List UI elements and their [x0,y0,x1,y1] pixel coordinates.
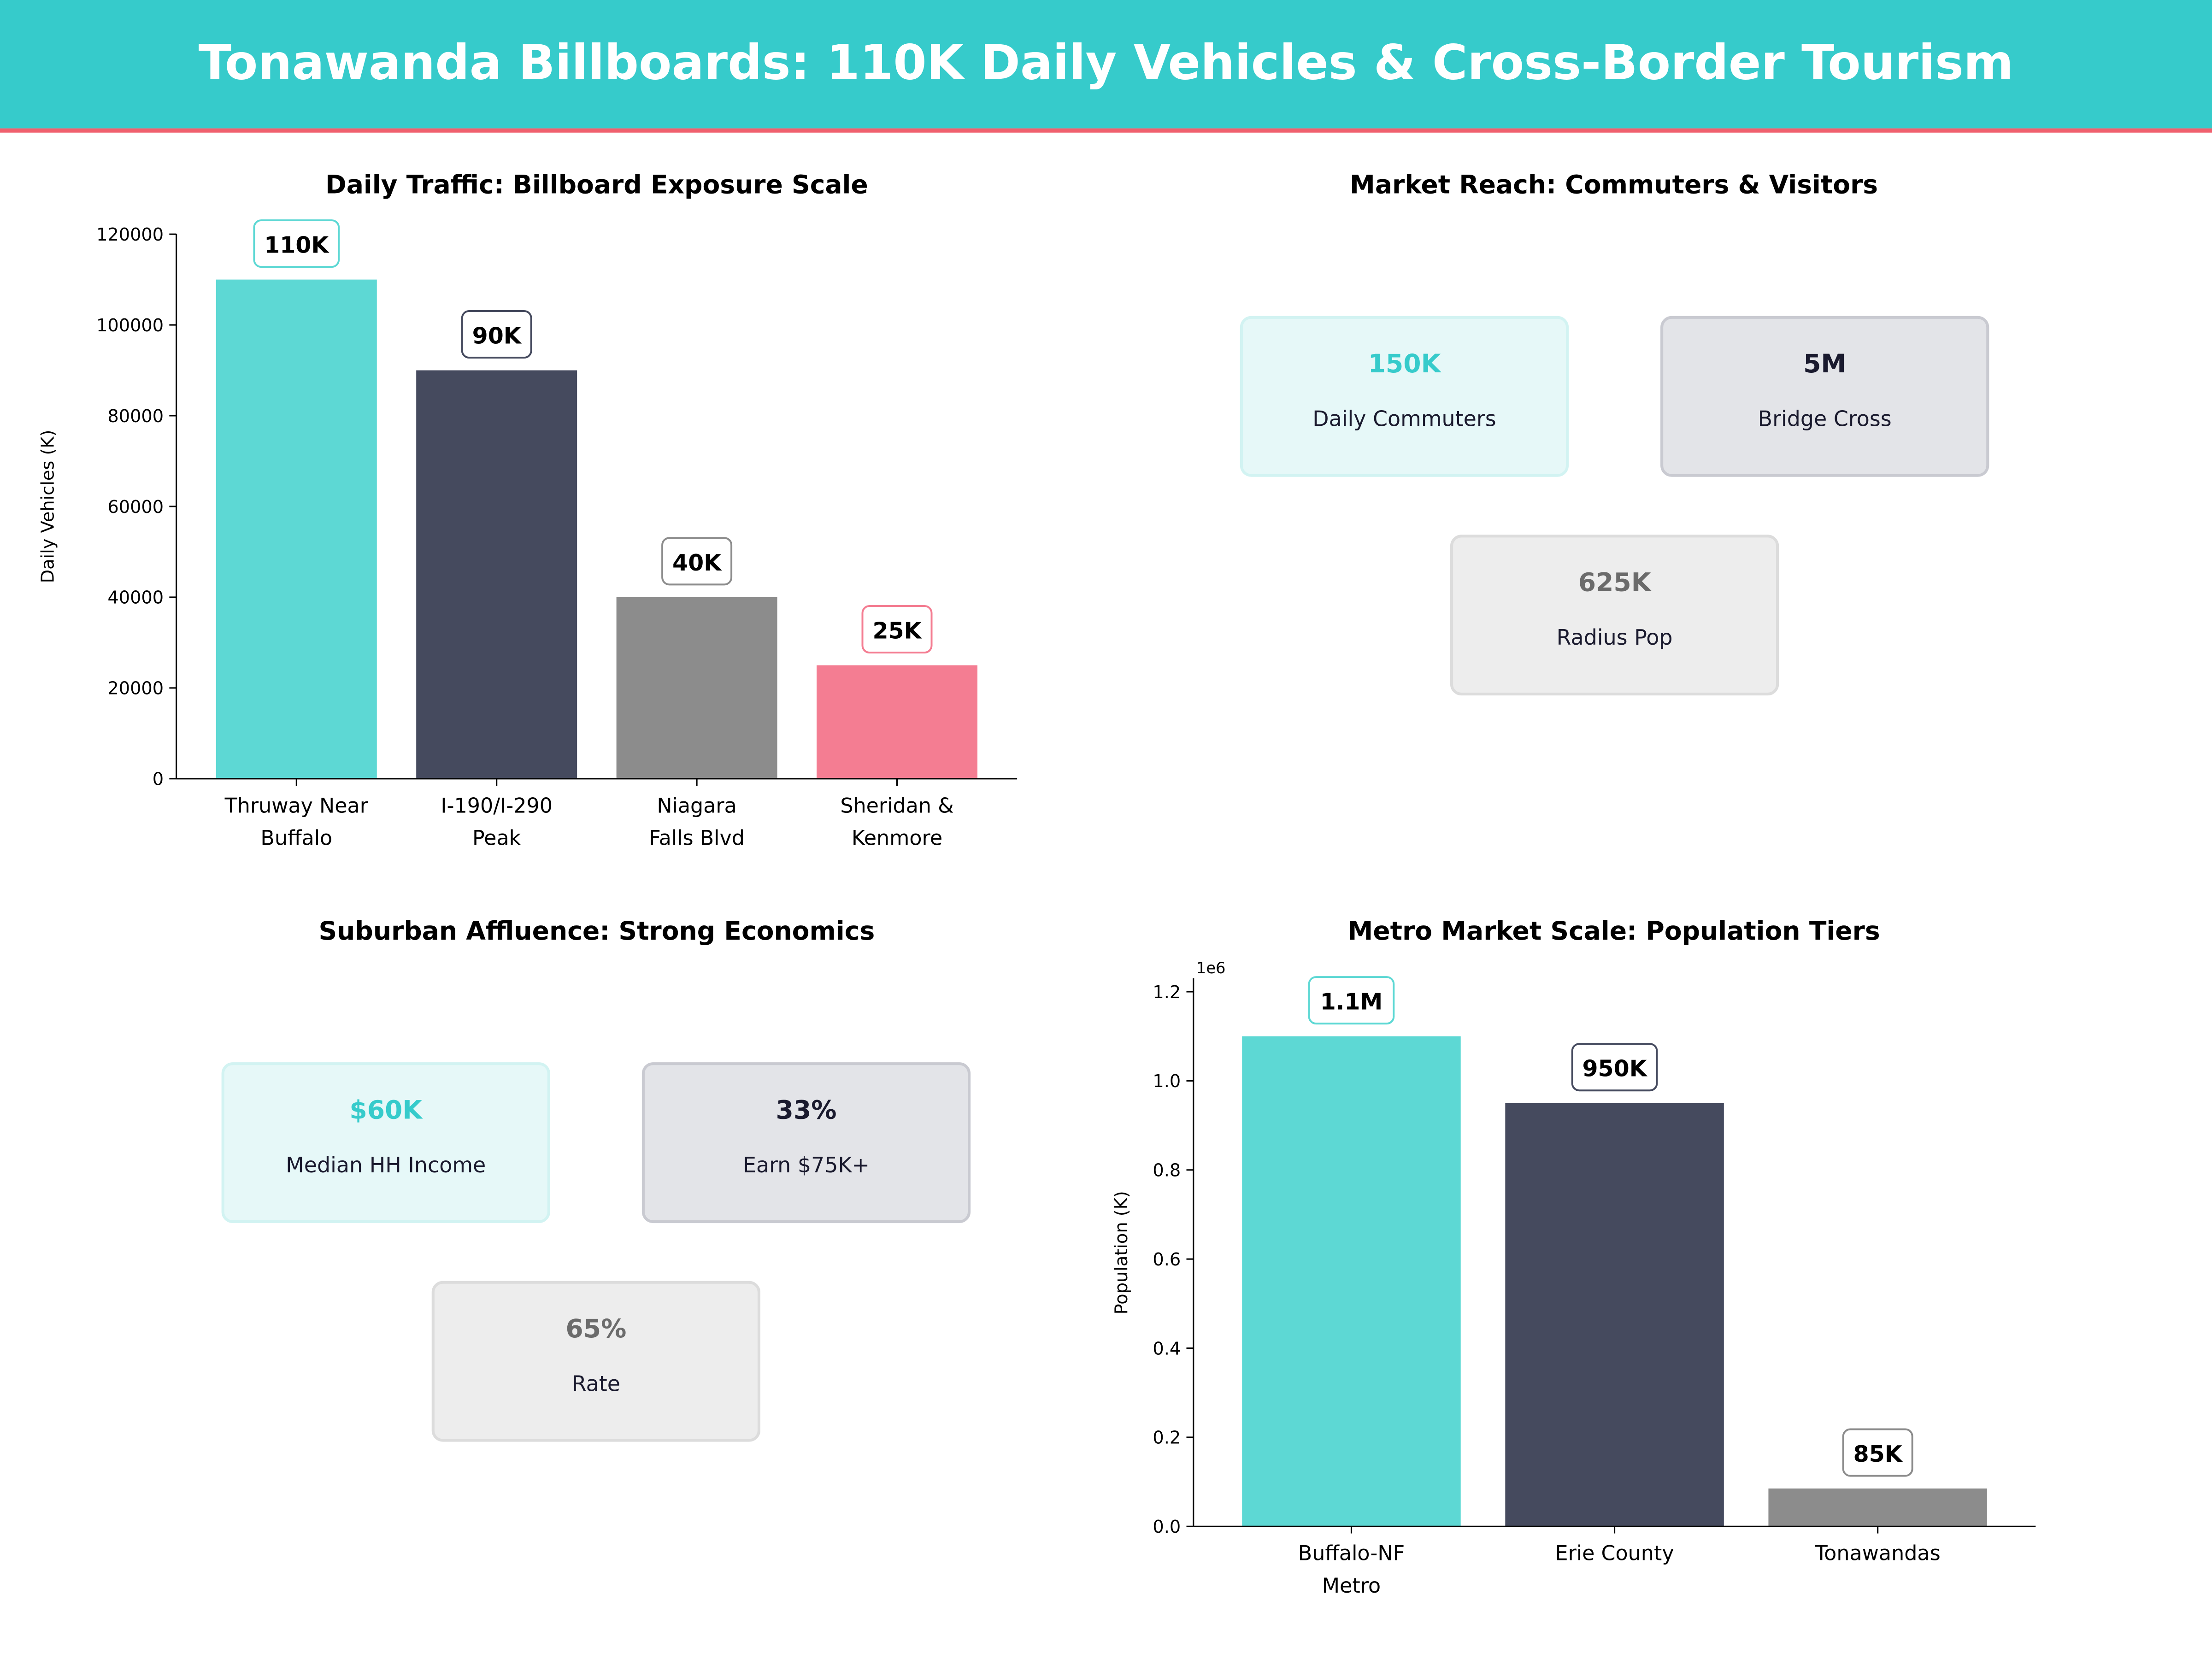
x-tick-label: Buffalo-NF [1298,1542,1405,1565]
affluence-title: Suburban Affluence: Strong Economics [319,916,875,946]
kpi-card [221,1062,550,1224]
data-label: 85K [1853,1441,1903,1467]
kpi-card [431,1281,760,1442]
kpi-value: $60K [349,1095,423,1125]
header-bar [0,0,2212,129]
data-label-box [861,605,933,654]
x-tick-label: I-190/I-290 [441,794,553,818]
x-tick-label: Sheridan & [840,794,953,818]
kpi-label: Daily Commuters [1312,406,1496,431]
traffic-chart: 0 20000 40000 60000 80000 100000 120000 110K Thr… [96,219,1018,850]
data-label: 110K [264,232,329,258]
data-label: 950K [1582,1056,1647,1082]
data-label: 90K [472,323,522,349]
bar [1505,1103,1724,1527]
population-chart-title: Metro Market Scale: Population Tiers [1347,916,1880,946]
data-label: 1.1M [1320,989,1382,1015]
y-tick-label: 20000 [107,678,164,699]
data-label-box [253,219,340,268]
kpi-label: Median HH Income [286,1153,486,1177]
x-tick-label: Falls Blvd [649,827,745,850]
kpi-value: 33% [776,1095,837,1125]
traffic-chart-title: Daily Traffic: Billboard Exposure Scale [325,170,868,199]
data-label: 40K [672,550,722,576]
kpi-card [1240,316,1569,477]
x-tick-label: Peak [472,827,521,850]
y-tick-label: 0 [153,769,164,790]
data-label: 25K [872,618,922,644]
y-tick-label: 1.2 [1153,982,1181,1003]
kpi-label: Bridge Cross [1758,406,1892,431]
kpi-card [641,1062,971,1224]
x-tick-label: Tonawandas [1815,1542,1941,1565]
kpi-value: 150K [1368,349,1442,378]
bar [817,665,977,779]
bar [216,279,377,779]
y-tick-label: 60000 [107,497,164,518]
y-tick-label: 0.0 [1153,1517,1181,1537]
bar [416,370,577,779]
y-tick-label: 120000 [96,224,164,245]
kpi-label: Radius Pop [1557,625,1673,650]
data-label-box [661,537,733,586]
x-tick-label: Buffalo [260,827,332,850]
data-label-box [1571,1043,1658,1092]
kpi-value: 625K [1578,568,1652,597]
x-tick-label: Thruway Near [224,794,369,818]
y-tick-label: 40000 [107,588,164,608]
market-reach-cards: 150K Daily Commuters 5M Bridge Cross 625K Rad… [1240,316,1989,696]
kpi-card [1450,535,1779,696]
data-label-box [461,310,532,359]
y-tick-label: 80000 [107,406,164,427]
header-accent-line [0,128,2212,133]
y-tick-label: 0.2 [1153,1428,1181,1448]
population-offset-text: 1e6 [1196,959,1226,977]
y-tick-label: 1.0 [1153,1071,1181,1092]
population-y-label: Population (K) [1111,1191,1132,1314]
y-tick-label: 100000 [96,315,164,336]
bar [1242,1036,1461,1527]
kpi-label: Rate [572,1371,620,1396]
population-chart: 0.0 0.2 0.4 0.6 0.8 1.0 1.2 1.1M Buffalo-NF Metro… [1153,976,2036,1598]
kpi-value: 65% [565,1314,626,1343]
x-tick-label: Niagara [657,794,737,818]
kpi-label: Earn $75K+ [743,1153,870,1177]
kpi-card [1660,316,1989,477]
page-title: Tonawanda Billboards: 110K Daily Vehicle… [199,34,2014,90]
market-reach-title: Market Reach: Commuters & Visitors [1350,170,1878,199]
x-tick-label: Kenmore [852,827,942,850]
affluence-cards: $60K Median HH Income 33% Earn $75K+ 65% Rate [221,1062,971,1442]
x-tick-label: Erie County [1555,1542,1674,1565]
data-label-box [1842,1428,1913,1477]
y-tick-label: 0.8 [1153,1160,1181,1181]
kpi-value: 5M [1803,349,1846,378]
traffic-y-label: Daily Vehicles (K) [37,430,58,583]
y-tick-label: 0.4 [1153,1338,1181,1359]
data-label-box [1308,976,1395,1025]
bar [616,597,777,779]
y-tick-label: 0.6 [1153,1249,1181,1270]
x-tick-label: Metro [1322,1574,1381,1598]
bar [1768,1488,1987,1527]
